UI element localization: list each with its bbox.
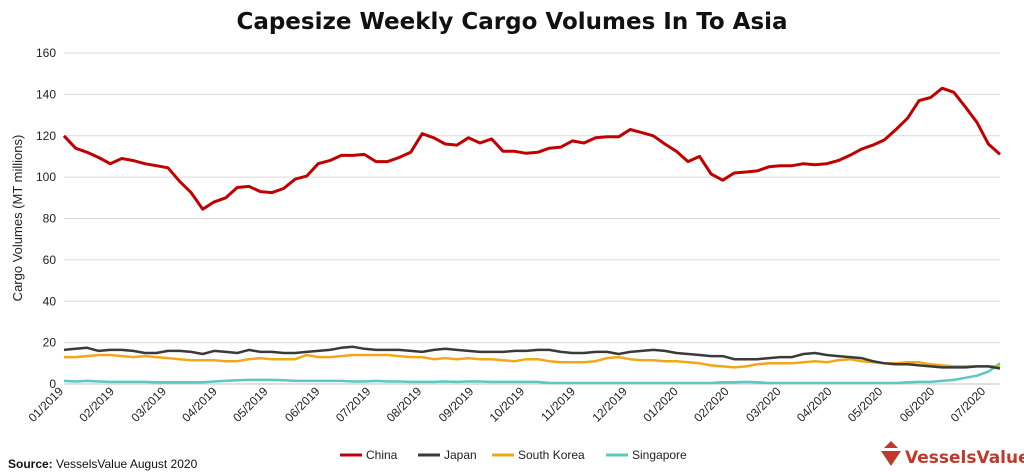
legend-entry: Japan <box>444 448 477 462</box>
x-tick-label: 02/2020 <box>691 384 732 425</box>
x-tick-label: 07/2020 <box>948 384 989 425</box>
x-tick-label: 01/2019 <box>26 384 67 425</box>
y-tick-label: 160 <box>36 46 56 60</box>
x-tick-label: 11/2019 <box>538 384 578 424</box>
y-tick-label: 60 <box>43 253 57 267</box>
x-tick-label: 01/2020 <box>640 384 681 425</box>
y-tick-label: 40 <box>43 294 57 308</box>
y-tick-label: 80 <box>43 212 57 226</box>
x-tick-label: 12/2019 <box>589 384 630 425</box>
y-tick-label: 0 <box>49 377 56 391</box>
x-tick-label: 04/2020 <box>794 384 835 425</box>
source-text: VesselsValue August 2020 <box>56 457 198 471</box>
y-tick-label: 120 <box>36 129 56 143</box>
y-tick-label: 140 <box>36 87 56 101</box>
chart-title: Capesize Weekly Cargo Volumes In To Asia <box>236 9 787 35</box>
x-tick-label: 10/2019 <box>487 384 528 425</box>
series-line-china <box>62 86 1002 211</box>
legend-entry: Singapore <box>632 448 687 462</box>
series-line-south-korea <box>64 353 1000 369</box>
y-tick-label: 100 <box>36 170 56 184</box>
x-tick-label: 04/2019 <box>179 384 220 425</box>
x-tick-label: 06/2020 <box>897 384 938 425</box>
x-axis: 01/2019 02/2019 03/2019 04/2019 05/2019 06/20… <box>26 384 989 425</box>
legend: China Japan South Korea Singapore <box>340 448 687 462</box>
source-note: Source: VesselsValue August 2020 <box>8 457 198 471</box>
series-lines <box>62 86 1002 385</box>
x-tick-label: 03/2019 <box>128 384 169 425</box>
x-tick-label: 09/2019 <box>436 384 477 425</box>
grid <box>64 52 1000 385</box>
source-label: Source: <box>8 457 53 471</box>
y-axis-label: Cargo Volumes (MT millions) <box>10 135 25 302</box>
series-line-singapore <box>63 362 1001 385</box>
legend-entry: South Korea <box>518 448 585 462</box>
legend-entry: China <box>366 448 398 462</box>
x-tick-label: 05/2019 <box>230 384 271 425</box>
x-tick-label: 06/2019 <box>282 384 323 425</box>
x-tick-label: 05/2020 <box>845 384 886 425</box>
x-tick-label: 02/2019 <box>76 384 117 425</box>
x-tick-label: 03/2020 <box>743 384 784 425</box>
series-line-japan <box>63 345 1001 370</box>
y-axis: 0 20 40 60 80 100 120 140 160 <box>36 46 56 391</box>
logo-text: VesselsValue <box>905 448 1024 468</box>
vesselsvalue-logo-icon: VesselsValue <box>881 441 1024 468</box>
x-tick-label: 07/2019 <box>333 384 374 425</box>
x-tick-label: 08/2019 <box>384 384 425 425</box>
y-tick-label: 20 <box>43 336 57 350</box>
